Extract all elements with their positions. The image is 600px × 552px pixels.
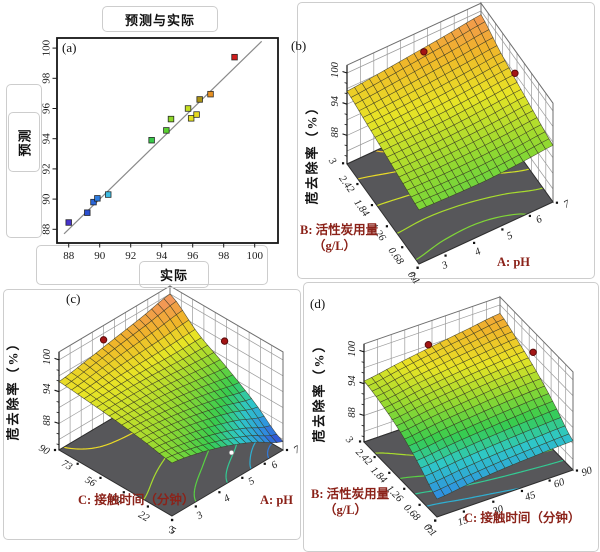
panel-a-tag: (a) (62, 40, 77, 55)
panel-c-tag: (c) (66, 291, 81, 306)
panel-a-xlabel: 实际 (159, 268, 188, 283)
panel-a-ylabel: 预测 (17, 127, 33, 157)
panel-d-zlabel: 苊去除率（%） (311, 337, 327, 443)
panel-d-yaxis-label: B: 活性炭用量 （g/L） (311, 486, 389, 518)
panel-a-ylabel-box: 预测 (8, 112, 40, 172)
panel-b-yaxis-label: B: 活性炭用量 （g/L） (300, 222, 378, 254)
panel-d-xaxis-label: C: 接触时间（分钟） (464, 511, 581, 525)
panel-d-tag: (d) (310, 296, 326, 311)
panel-c-yaxis-label: C: 接触时间（分钟） (78, 493, 195, 507)
panel-b-zlabel: 苊去除率（%） (304, 99, 320, 205)
panel-b-tag: (b) (291, 38, 307, 53)
panel-d-yaxis-label-line2: （g/L） (324, 503, 368, 517)
panel-c-zlabel: 苊去除率（%） (5, 335, 21, 441)
panel-b-yaxis-label-line1: B: 活性炭用量 (300, 223, 379, 237)
panel-d-yaxis-label-line1: B: 活性炭用量 (311, 487, 390, 501)
panel-b-yaxis-label-line2: （g/L） (313, 239, 357, 253)
panel-c-xaxis-label: A: pH (260, 493, 293, 507)
panel-a-title: 预测与实际 (124, 12, 195, 28)
panel-a-title-box: 预测与实际 (102, 6, 218, 32)
panel-b-xaxis-label: A: pH (497, 255, 530, 269)
panel-a-xlabel-box: 实际 (139, 261, 209, 288)
